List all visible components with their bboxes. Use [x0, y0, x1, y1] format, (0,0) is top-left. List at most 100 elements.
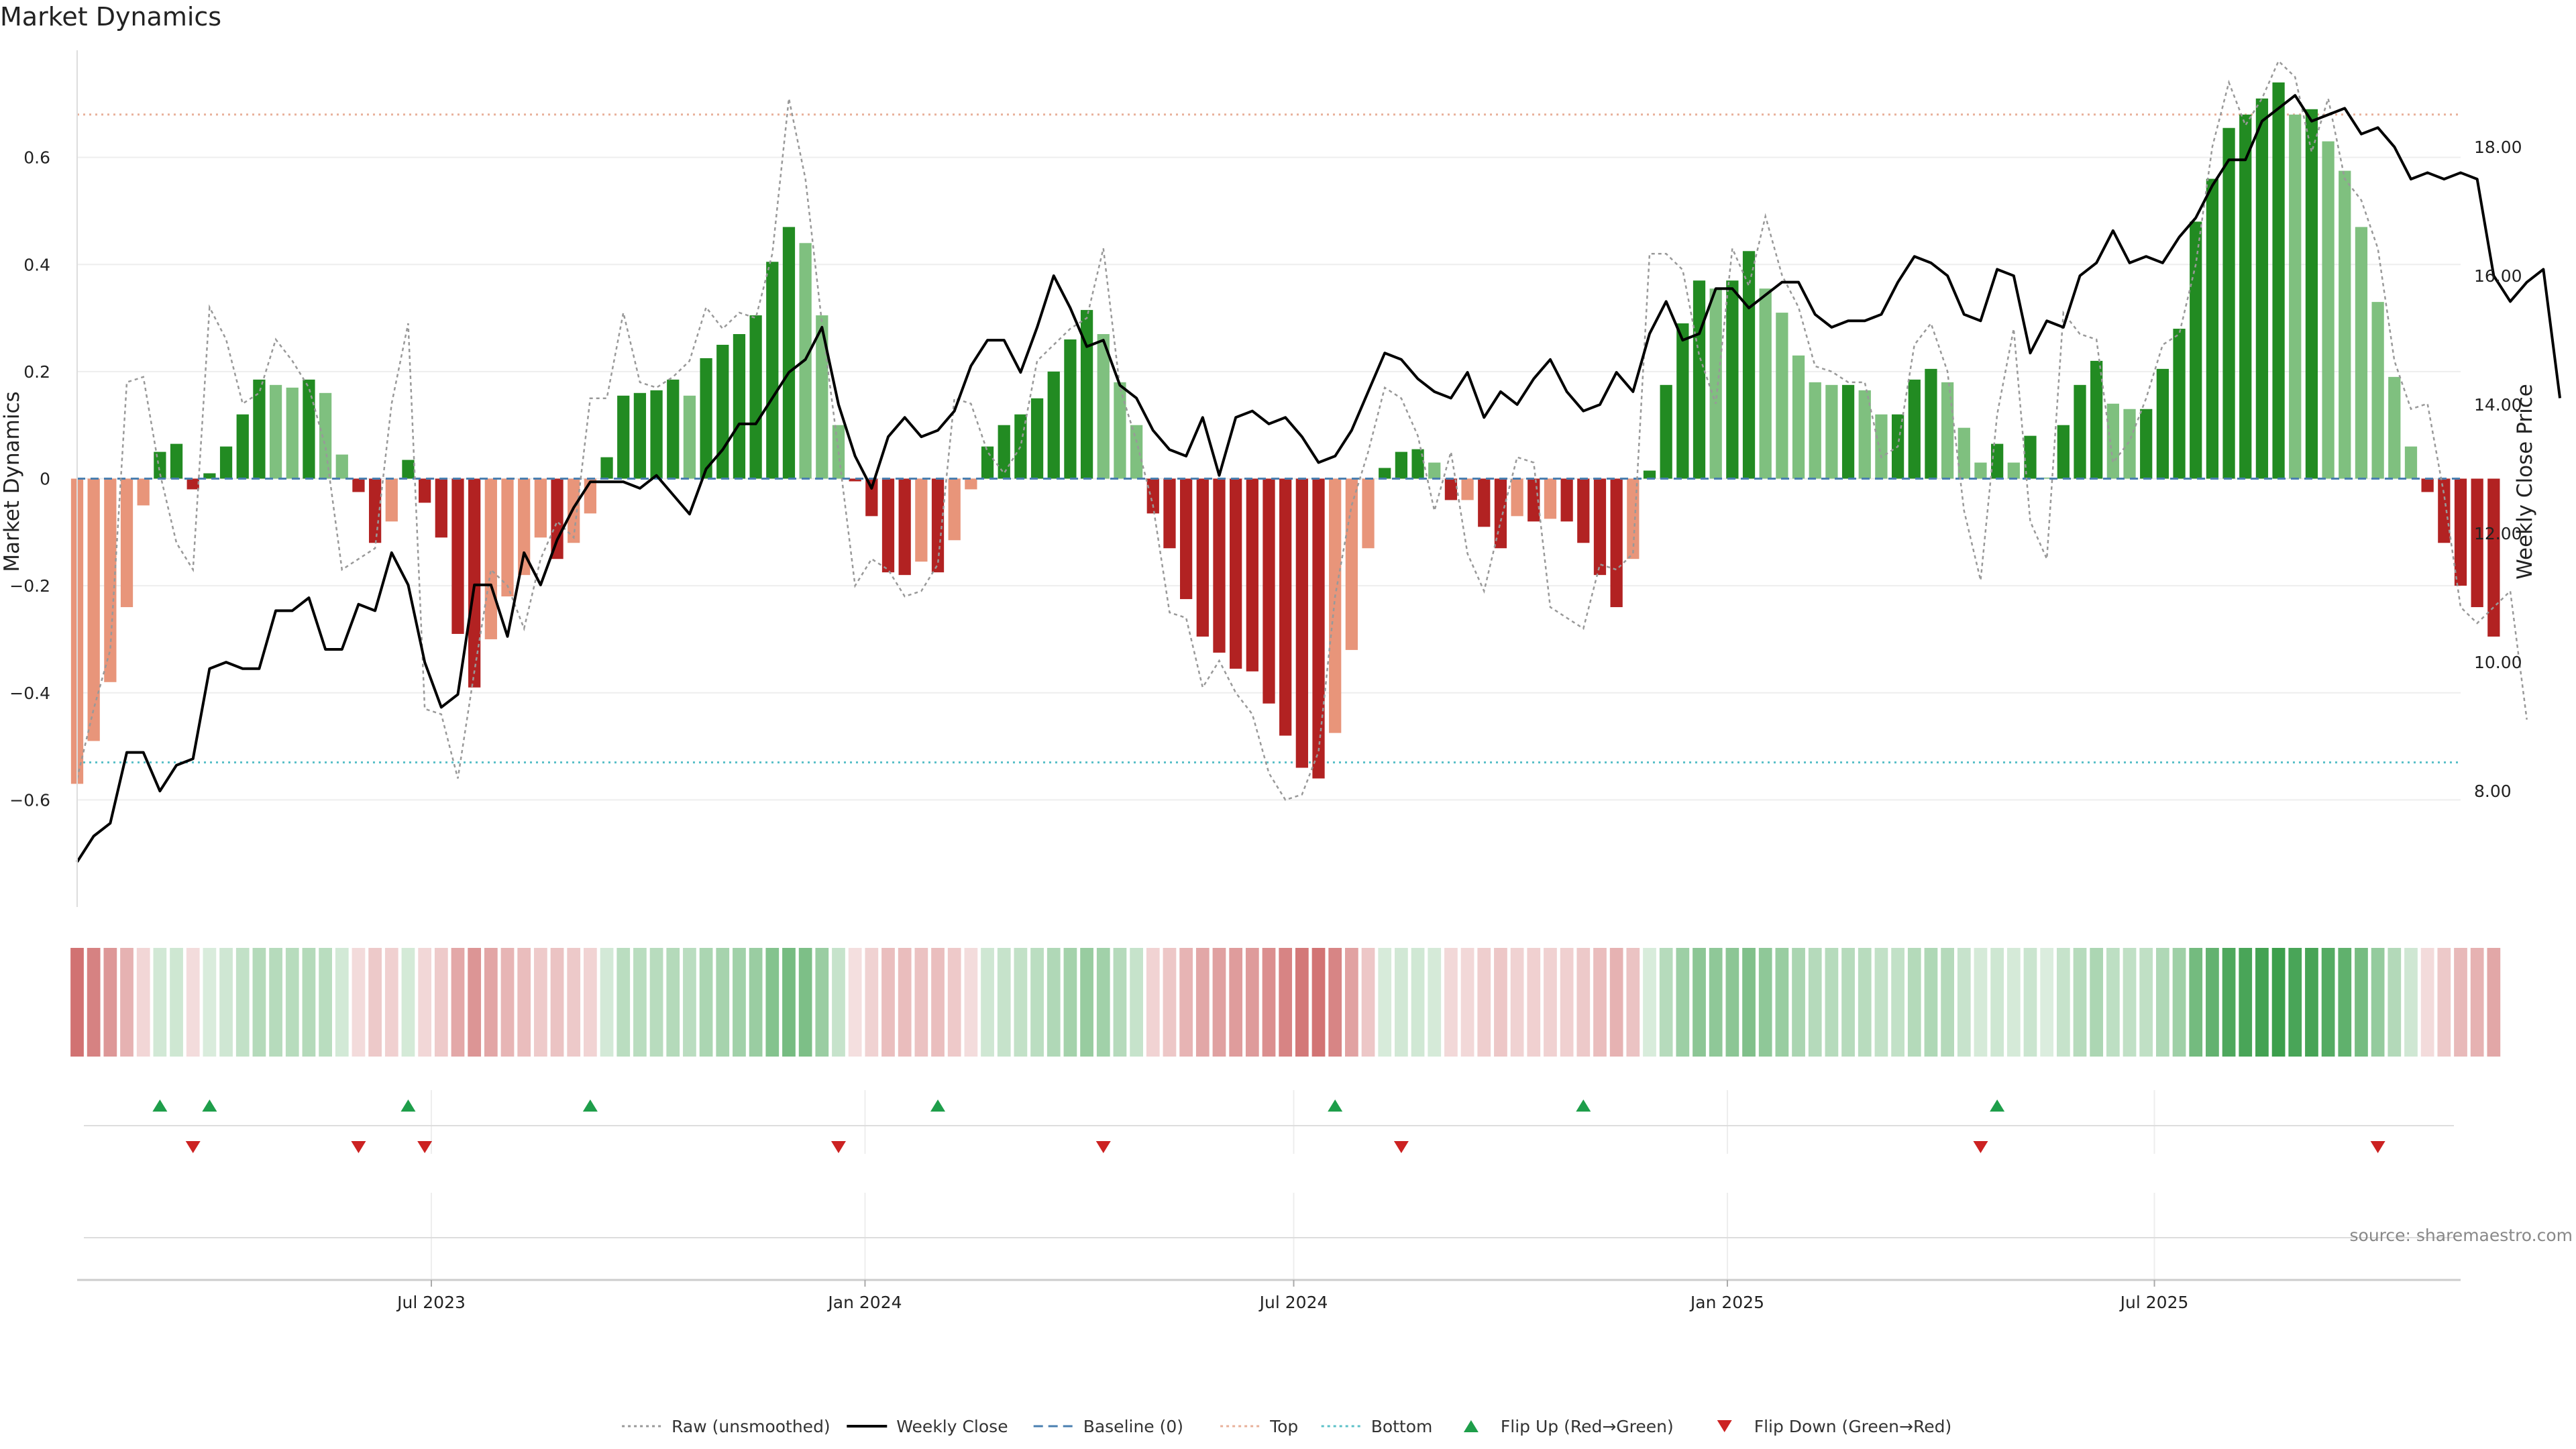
legend-swatch: [1717, 1420, 1732, 1432]
bar: [568, 478, 580, 543]
heat-cell: [2420, 948, 2434, 1057]
bar: [1130, 425, 1143, 479]
heat-cell: [1428, 948, 1442, 1057]
bar: [2057, 425, 2070, 479]
heat-cell: [1477, 948, 1491, 1057]
bar: [981, 446, 994, 479]
legend-label: Weekly Close: [896, 1417, 1008, 1436]
heat-cell: [914, 948, 928, 1057]
bar: [1577, 478, 1590, 543]
bar: [1809, 382, 1821, 479]
heat-cell: [749, 948, 763, 1057]
x-tick-label: Jul 2025: [2119, 1293, 2189, 1312]
heat-cell: [401, 948, 415, 1057]
heat-cell: [1825, 948, 1839, 1057]
bar: [1329, 478, 1342, 733]
heat-cell: [2338, 948, 2352, 1057]
bar: [667, 379, 680, 479]
bar: [700, 358, 712, 479]
flip-up-marker: [930, 1099, 946, 1112]
heat-cell: [1046, 948, 1061, 1057]
bar: [2222, 127, 2235, 479]
flip-down-marker: [185, 1141, 201, 1153]
heat-cell: [1609, 948, 1623, 1057]
y-left-tick-label: 0.2: [23, 362, 50, 382]
heat-cell: [1146, 948, 1160, 1057]
heat-cell: [716, 948, 730, 1057]
bar: [1047, 371, 1060, 479]
heat-cell: [1544, 948, 1557, 1057]
heat-cell: [550, 948, 564, 1057]
heat-cell: [1957, 948, 1971, 1057]
heat-cell: [1163, 948, 1177, 1057]
heat-cell: [2404, 948, 2418, 1057]
x-tick-label: Jul 2024: [1258, 1293, 1328, 1312]
bar: [1858, 390, 1871, 479]
y-axis-right-label: Weekly Close Price: [2513, 384, 2537, 580]
bar: [2140, 409, 2153, 479]
heat-cell: [434, 948, 448, 1057]
chart-title: Market Dynamics: [0, 2, 221, 32]
heat-cell: [733, 948, 746, 1057]
flip-up-marker: [400, 1099, 416, 1112]
heat-cell: [2437, 948, 2451, 1057]
bar: [219, 446, 233, 479]
heat-cell: [2189, 948, 2203, 1057]
heat-cell: [1096, 948, 1110, 1057]
heat-cell: [368, 948, 382, 1057]
source-note: source: sharemaestro.com: [2350, 1226, 2573, 1245]
x-tick-label: Jul 2023: [396, 1293, 466, 1312]
heat-cell: [683, 948, 696, 1057]
heat-cell: [319, 948, 332, 1057]
bar: [749, 315, 762, 479]
heat-cell: [1030, 948, 1044, 1057]
x-tick-label: Jan 2024: [826, 1293, 902, 1312]
bar: [1991, 443, 2004, 479]
heat-cell: [2321, 948, 2335, 1057]
heat-cell: [2006, 948, 2021, 1057]
heat-cell: [484, 948, 498, 1057]
bar: [1246, 478, 1258, 672]
heat-cell: [964, 948, 978, 1057]
heat-cell: [1113, 948, 1127, 1057]
bar: [1444, 478, 1458, 500]
bar: [468, 478, 481, 688]
bar: [1726, 280, 1739, 479]
heat-cell: [451, 948, 465, 1057]
bar: [816, 315, 828, 479]
heat-cell: [981, 948, 994, 1057]
legend-label: Raw (unsmoothed): [672, 1417, 830, 1436]
heat-cell: [2206, 948, 2219, 1057]
heat-cell: [103, 948, 117, 1057]
bar: [2106, 403, 2119, 479]
y-right-tick-label: 16.00: [2474, 266, 2522, 286]
bar: [2305, 109, 2318, 479]
heat-cell: [1874, 948, 1888, 1057]
flip-down-marker: [417, 1141, 433, 1153]
bar: [484, 478, 497, 639]
flip-down-marker: [1973, 1141, 1988, 1153]
bar: [1660, 384, 1672, 479]
heat-cell: [1576, 948, 1591, 1057]
heat-cell: [2255, 948, 2269, 1057]
bar: [2007, 462, 2020, 479]
heat-cell: [1361, 948, 1375, 1057]
heat-cell: [352, 948, 366, 1057]
bar: [1180, 478, 1193, 600]
bar: [1345, 478, 1358, 650]
heat-cell: [666, 948, 680, 1057]
bar: [1908, 379, 1921, 479]
y-left-tick-label: 0: [40, 470, 50, 489]
legend-swatch: [1463, 1420, 1479, 1432]
x-axis: Jul 2023 Jan 2024 Jul 2024 Jan 2025 Jul 2025: [77, 1237, 2461, 1312]
bar: [2322, 141, 2334, 479]
heat-cell: [1212, 948, 1226, 1057]
bar: [1875, 414, 1888, 479]
flip-down-marker: [830, 1141, 846, 1153]
bar: [253, 379, 266, 479]
heat-cell: [1014, 948, 1028, 1057]
heat-cell: [533, 948, 547, 1057]
heat-cell: [1841, 948, 1855, 1057]
bar: [1014, 414, 1027, 479]
